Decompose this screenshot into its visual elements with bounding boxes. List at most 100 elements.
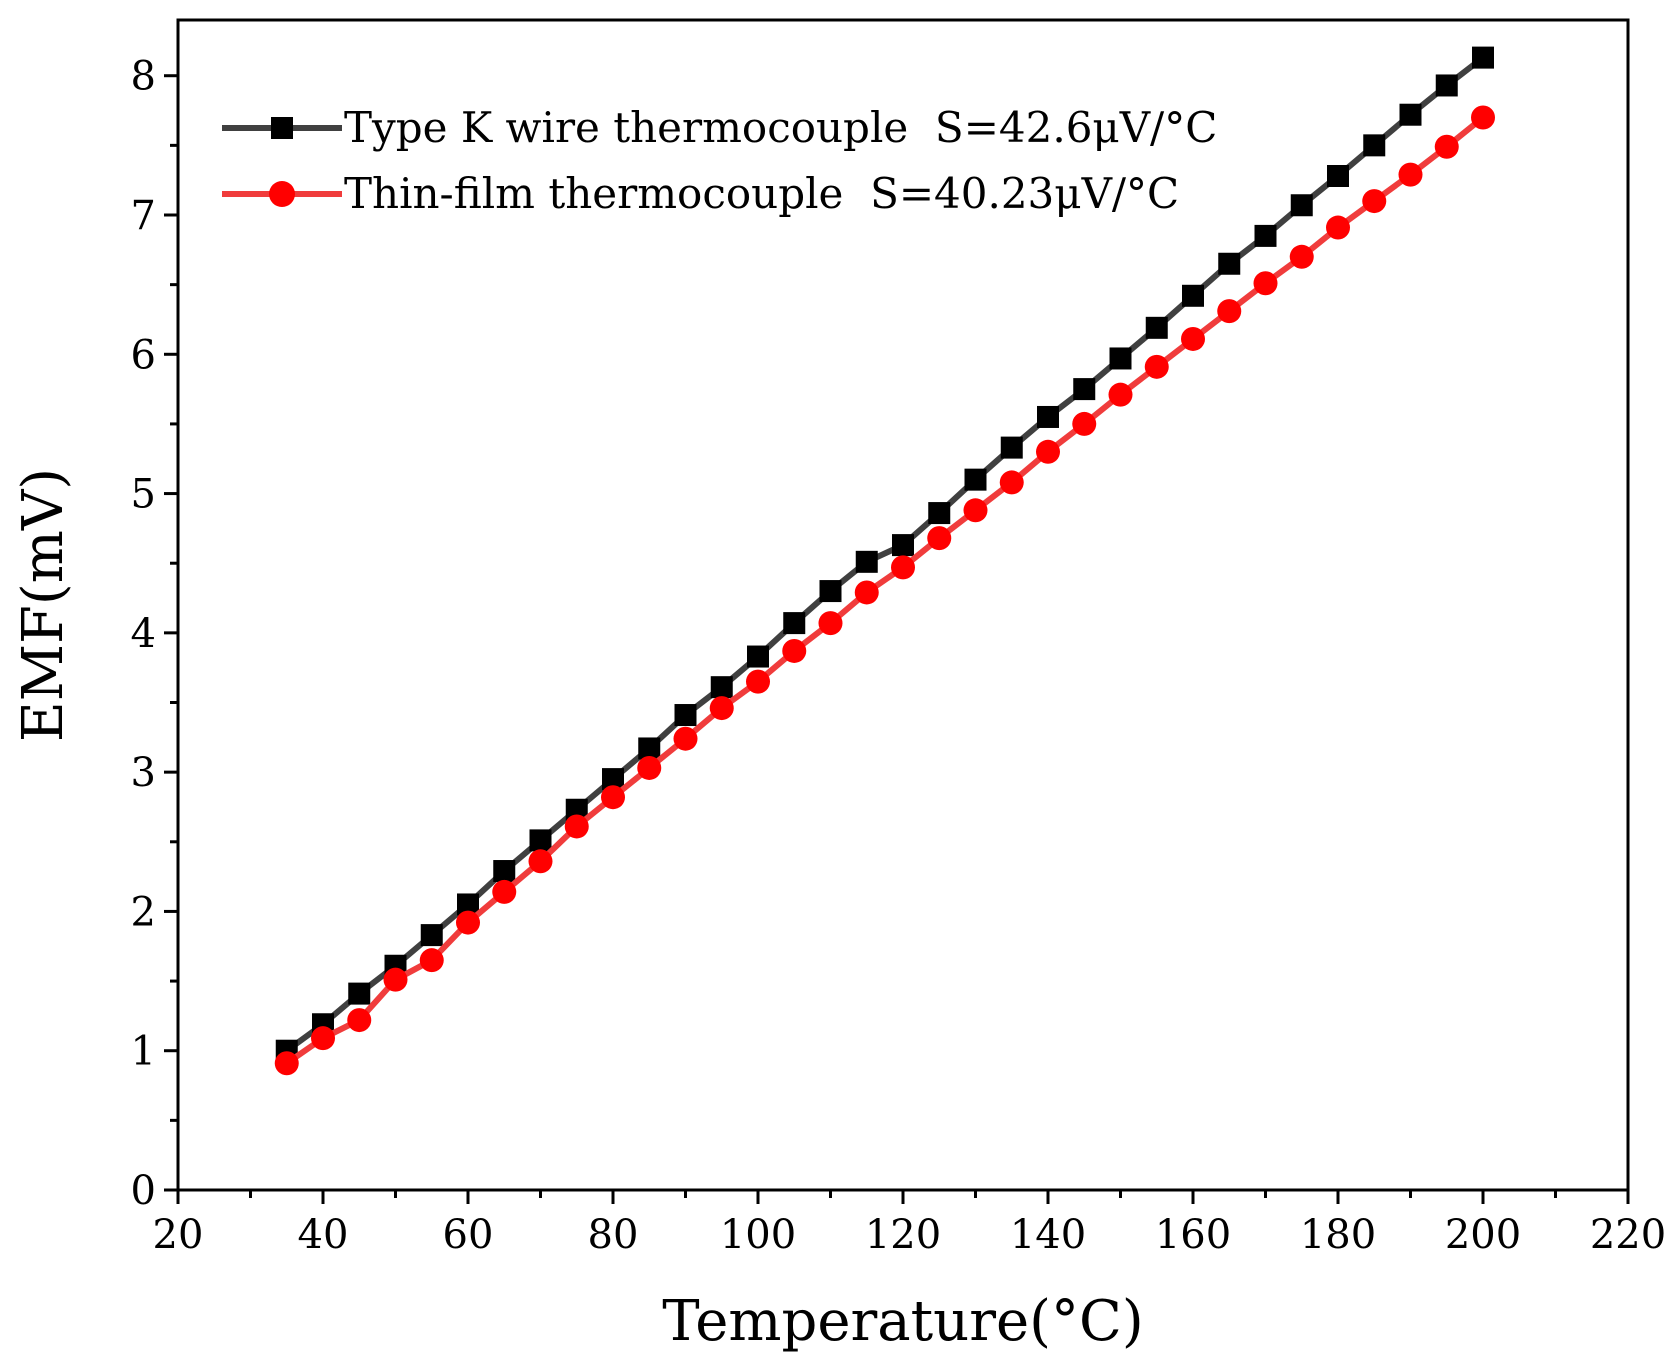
data-point-square: [1472, 46, 1494, 69]
data-point-square: [1290, 194, 1313, 217]
data-point-circle: [1072, 411, 1097, 436]
data-point-circle: [1036, 439, 1060, 464]
x-axis-title: Temperature(°C): [662, 1289, 1143, 1354]
data-point-circle: [383, 967, 408, 992]
x-tick-label: 60: [443, 1212, 494, 1258]
data-point-circle: [1181, 326, 1205, 351]
data-point-circle: [854, 580, 879, 605]
data-point-square: [457, 893, 479, 916]
data-point-square: [783, 612, 806, 635]
legend: Type K wire thermocouple S=42.6μV/°C Thin…: [222, 103, 1217, 218]
data-point-square: [710, 676, 733, 699]
data-point-square: [1435, 74, 1458, 97]
data-point-circle: [999, 470, 1024, 495]
data-point-circle: [709, 696, 734, 721]
data-point-circle: [818, 611, 843, 636]
data-point-circle: [782, 638, 807, 663]
data-point-circle: [456, 910, 480, 935]
x-tick-label: 100: [720, 1212, 796, 1258]
data-point-square: [1000, 436, 1023, 459]
data-point-circle: [1362, 189, 1387, 214]
y-tick-label: 5: [131, 472, 156, 518]
legend-marker-circle: [269, 181, 295, 207]
y-axis-title: EMF(mV): [11, 468, 76, 742]
series-2: [274, 105, 1495, 1076]
data-point-square: [1037, 405, 1059, 428]
data-point-square: [565, 798, 588, 821]
legend-item: Type K wire thermocouple S=42.6μV/°C: [222, 103, 1217, 152]
data-point-circle: [746, 669, 770, 694]
data-point-square: [348, 982, 371, 1005]
legend-label: Type K wire thermocouple S=42.6μV/°C: [344, 103, 1217, 152]
y-tick-label: 7: [131, 193, 156, 239]
data-point-square: [892, 534, 914, 557]
data-point-square: [1218, 252, 1241, 275]
data-point-circle: [564, 814, 589, 839]
data-point-square: [1254, 224, 1277, 247]
data-point-square: [1399, 103, 1422, 126]
data-point-circle: [347, 1008, 372, 1033]
legend-label: Thin-film thermocouple S=40.23μV/°C: [344, 169, 1179, 218]
data-point-square: [1363, 134, 1386, 157]
data-point-circle: [1398, 162, 1423, 187]
series-line: [285, 115, 1485, 1066]
data-point-circle: [1253, 271, 1278, 296]
data-point-circle: [1471, 105, 1495, 130]
y-tick-label: 1: [131, 1029, 156, 1075]
data-point-square: [420, 924, 443, 947]
legend-item: Thin-film thermocouple S=40.23μV/°C: [222, 169, 1179, 218]
data-point-square: [1109, 347, 1132, 370]
data-point-circle: [1434, 134, 1459, 159]
x-tick-label: 160: [1155, 1212, 1231, 1258]
y-tick-label: 2: [131, 889, 156, 935]
y-tick-label: 8: [131, 54, 156, 100]
series-line: [284, 55, 1485, 1054]
data-point-square: [602, 768, 624, 791]
data-point-square: [928, 502, 951, 525]
y-axis-ticks: 0 1 2 3 4 5 6 7 8: [131, 54, 178, 1214]
data-point-circle: [1144, 354, 1169, 379]
x-tick-label: 80: [588, 1212, 639, 1258]
plot-frame: [176, 18, 1630, 1192]
y-tick-label: 0: [131, 1168, 156, 1214]
data-point-circle: [528, 849, 553, 874]
x-tick-label: 20: [153, 1212, 204, 1258]
data-point-circle: [1108, 382, 1133, 407]
data-point-circle: [1217, 299, 1242, 324]
data-point-square: [1145, 316, 1168, 339]
series-layer: [274, 46, 1495, 1076]
data-point-circle: [927, 526, 952, 551]
y-tick-label: 4: [131, 611, 156, 657]
data-point-square: [819, 580, 842, 603]
data-point-circle: [274, 1051, 299, 1076]
series-1: [275, 46, 1494, 1062]
data-point-square: [1327, 165, 1349, 187]
legend-marker-square: [271, 117, 293, 139]
x-tick-label: 40: [298, 1212, 349, 1258]
data-point-circle: [637, 755, 662, 780]
x-tick-label: 180: [1300, 1212, 1376, 1258]
data-point-square: [1182, 284, 1204, 307]
data-point-square: [529, 829, 552, 852]
data-point-circle: [311, 1026, 335, 1051]
data-point-circle: [963, 498, 988, 523]
data-point-square: [1073, 378, 1096, 401]
x-tick-label: 120: [865, 1212, 941, 1258]
data-point-square: [855, 550, 878, 573]
x-axis-ticks: 20 40 60 80 100 120 140 160 180 200 220: [153, 1190, 1666, 1258]
data-point-circle: [1326, 215, 1350, 240]
data-point-square: [674, 704, 697, 727]
data-point-circle: [492, 879, 517, 904]
x-tick-label: 140: [1010, 1212, 1086, 1258]
data-point-square: [638, 737, 661, 760]
data-point-circle: [673, 726, 698, 751]
data-point-circle: [601, 785, 625, 810]
data-point-square: [493, 860, 516, 883]
y-tick-label: 6: [131, 332, 156, 378]
data-point-circle: [891, 555, 915, 580]
x-tick-label: 200: [1445, 1212, 1521, 1258]
data-point-circle: [419, 948, 444, 973]
data-point-square: [964, 468, 987, 491]
data-point-square: [747, 645, 769, 668]
